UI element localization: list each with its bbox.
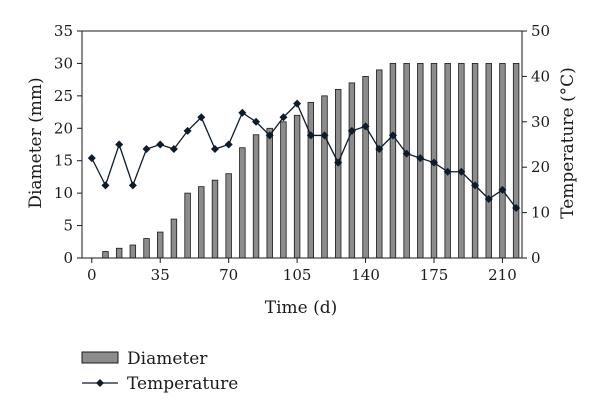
temperature-series-line xyxy=(91,102,517,209)
y-tick-label: 15 xyxy=(54,152,73,170)
diameter-bar xyxy=(280,121,287,259)
temperature-point xyxy=(87,154,96,163)
temperature-point xyxy=(320,131,329,140)
diameter-bar xyxy=(115,247,123,259)
y-axis-ticks: 0 5 10 15 20 25 30 35 xyxy=(54,22,82,267)
temperature-point xyxy=(416,154,425,163)
y2-tick-label: 50 xyxy=(531,22,550,40)
diameter-bars xyxy=(102,63,520,259)
diameter-bar xyxy=(485,63,492,259)
y-tick-label: 25 xyxy=(54,87,73,105)
diameter-bar xyxy=(170,218,178,259)
y-tick-label: 10 xyxy=(54,184,73,202)
temperature-point xyxy=(375,145,384,154)
temperature-point xyxy=(512,204,521,213)
x-tick-label: 35 xyxy=(151,266,170,284)
temperature-point xyxy=(361,122,370,131)
x-axis-title: Time (d) xyxy=(265,298,338,318)
diameter-bar xyxy=(198,186,205,259)
diameter-bar xyxy=(266,127,273,259)
y2-tick-label: 0 xyxy=(531,249,541,267)
y-tick-label: 30 xyxy=(54,54,73,72)
temperature-point xyxy=(279,113,288,122)
diameter-bar xyxy=(252,134,260,259)
diameter-bar xyxy=(403,63,410,259)
temperature-point xyxy=(224,140,233,149)
diameter-bar xyxy=(348,82,356,259)
diameter-bar xyxy=(102,251,109,259)
temperature-point xyxy=(238,108,247,117)
temperature-point xyxy=(128,181,137,190)
temperature-point xyxy=(388,131,397,140)
temperature-point xyxy=(306,131,315,140)
diameter-bar xyxy=(376,69,383,259)
temperature-point xyxy=(457,167,466,176)
temperature-point xyxy=(252,117,261,126)
y-tick-label: 20 xyxy=(54,119,73,137)
temperature-point xyxy=(471,181,480,190)
temperature-point xyxy=(334,158,343,167)
y2-tick-label: 30 xyxy=(531,113,550,131)
diameter-bar xyxy=(499,63,506,259)
diameter-bar xyxy=(211,179,219,259)
legend: Diameter Temperature xyxy=(81,349,238,394)
temperature-point xyxy=(484,194,493,203)
diameter-bar xyxy=(293,114,301,259)
diameter-bar xyxy=(444,63,451,259)
y2-axis-title: Temperature (°C) xyxy=(558,67,578,219)
diameter-bar xyxy=(362,76,369,259)
temperature-point xyxy=(142,145,151,154)
y-tick-label: 35 xyxy=(54,22,73,40)
x-tick-label: 70 xyxy=(219,266,238,284)
x-axis-ticks: 0 35 70 105 140 175 210 xyxy=(87,258,517,284)
x-tick-label: 175 xyxy=(420,266,449,284)
y2-axis-ticks: 0 10 20 30 40 50 xyxy=(522,22,550,267)
x-tick-label: 140 xyxy=(351,266,380,284)
x-tick-label: 210 xyxy=(488,266,517,284)
diameter-bar xyxy=(239,147,246,259)
temperature-point xyxy=(498,185,507,194)
temperature-point xyxy=(443,167,452,176)
diameter-bar xyxy=(225,173,232,259)
temperature-point xyxy=(265,131,274,140)
x-tick-label: 0 xyxy=(87,266,97,284)
temperature-point xyxy=(101,181,110,190)
legend-diameter-swatch xyxy=(81,351,119,364)
temperature-point xyxy=(156,140,165,149)
y-tick-label: 5 xyxy=(63,217,73,235)
legend-temperature-label: Temperature xyxy=(127,374,238,394)
legend-diameter-label: Diameter xyxy=(127,349,208,369)
x-tick-label: 105 xyxy=(283,266,312,284)
diameter-bar xyxy=(334,88,342,259)
temperature-point xyxy=(183,126,192,135)
diameter-bar xyxy=(143,238,150,259)
diameter-bar xyxy=(129,244,137,259)
y-tick-label: 0 xyxy=(63,249,73,267)
plot-frame xyxy=(81,30,523,259)
temperature-line xyxy=(87,99,521,213)
legend-temperature-marker xyxy=(96,379,104,387)
temperature-point xyxy=(430,158,438,167)
temperature-point xyxy=(402,149,411,158)
y2-tick-label: 10 xyxy=(531,204,550,222)
diameter-bar xyxy=(471,63,479,259)
temperature-point xyxy=(347,126,356,135)
diameter-bar xyxy=(512,63,520,259)
temperature-point xyxy=(115,140,124,149)
diameter-bar xyxy=(321,95,328,259)
y2-tick-label: 20 xyxy=(531,158,550,176)
temperature-point xyxy=(197,113,206,122)
temperature-point xyxy=(169,145,178,154)
y-axis-title: Diameter (mm) xyxy=(26,77,46,208)
y2-tick-label: 40 xyxy=(531,67,550,85)
temperature-point xyxy=(293,99,302,108)
diameter-bar xyxy=(458,63,465,259)
diameter-bar xyxy=(157,231,164,259)
temperature-point xyxy=(210,145,219,154)
diameter-bar xyxy=(184,192,191,259)
diameter-bar xyxy=(389,63,397,259)
diameter-bar xyxy=(307,101,314,259)
